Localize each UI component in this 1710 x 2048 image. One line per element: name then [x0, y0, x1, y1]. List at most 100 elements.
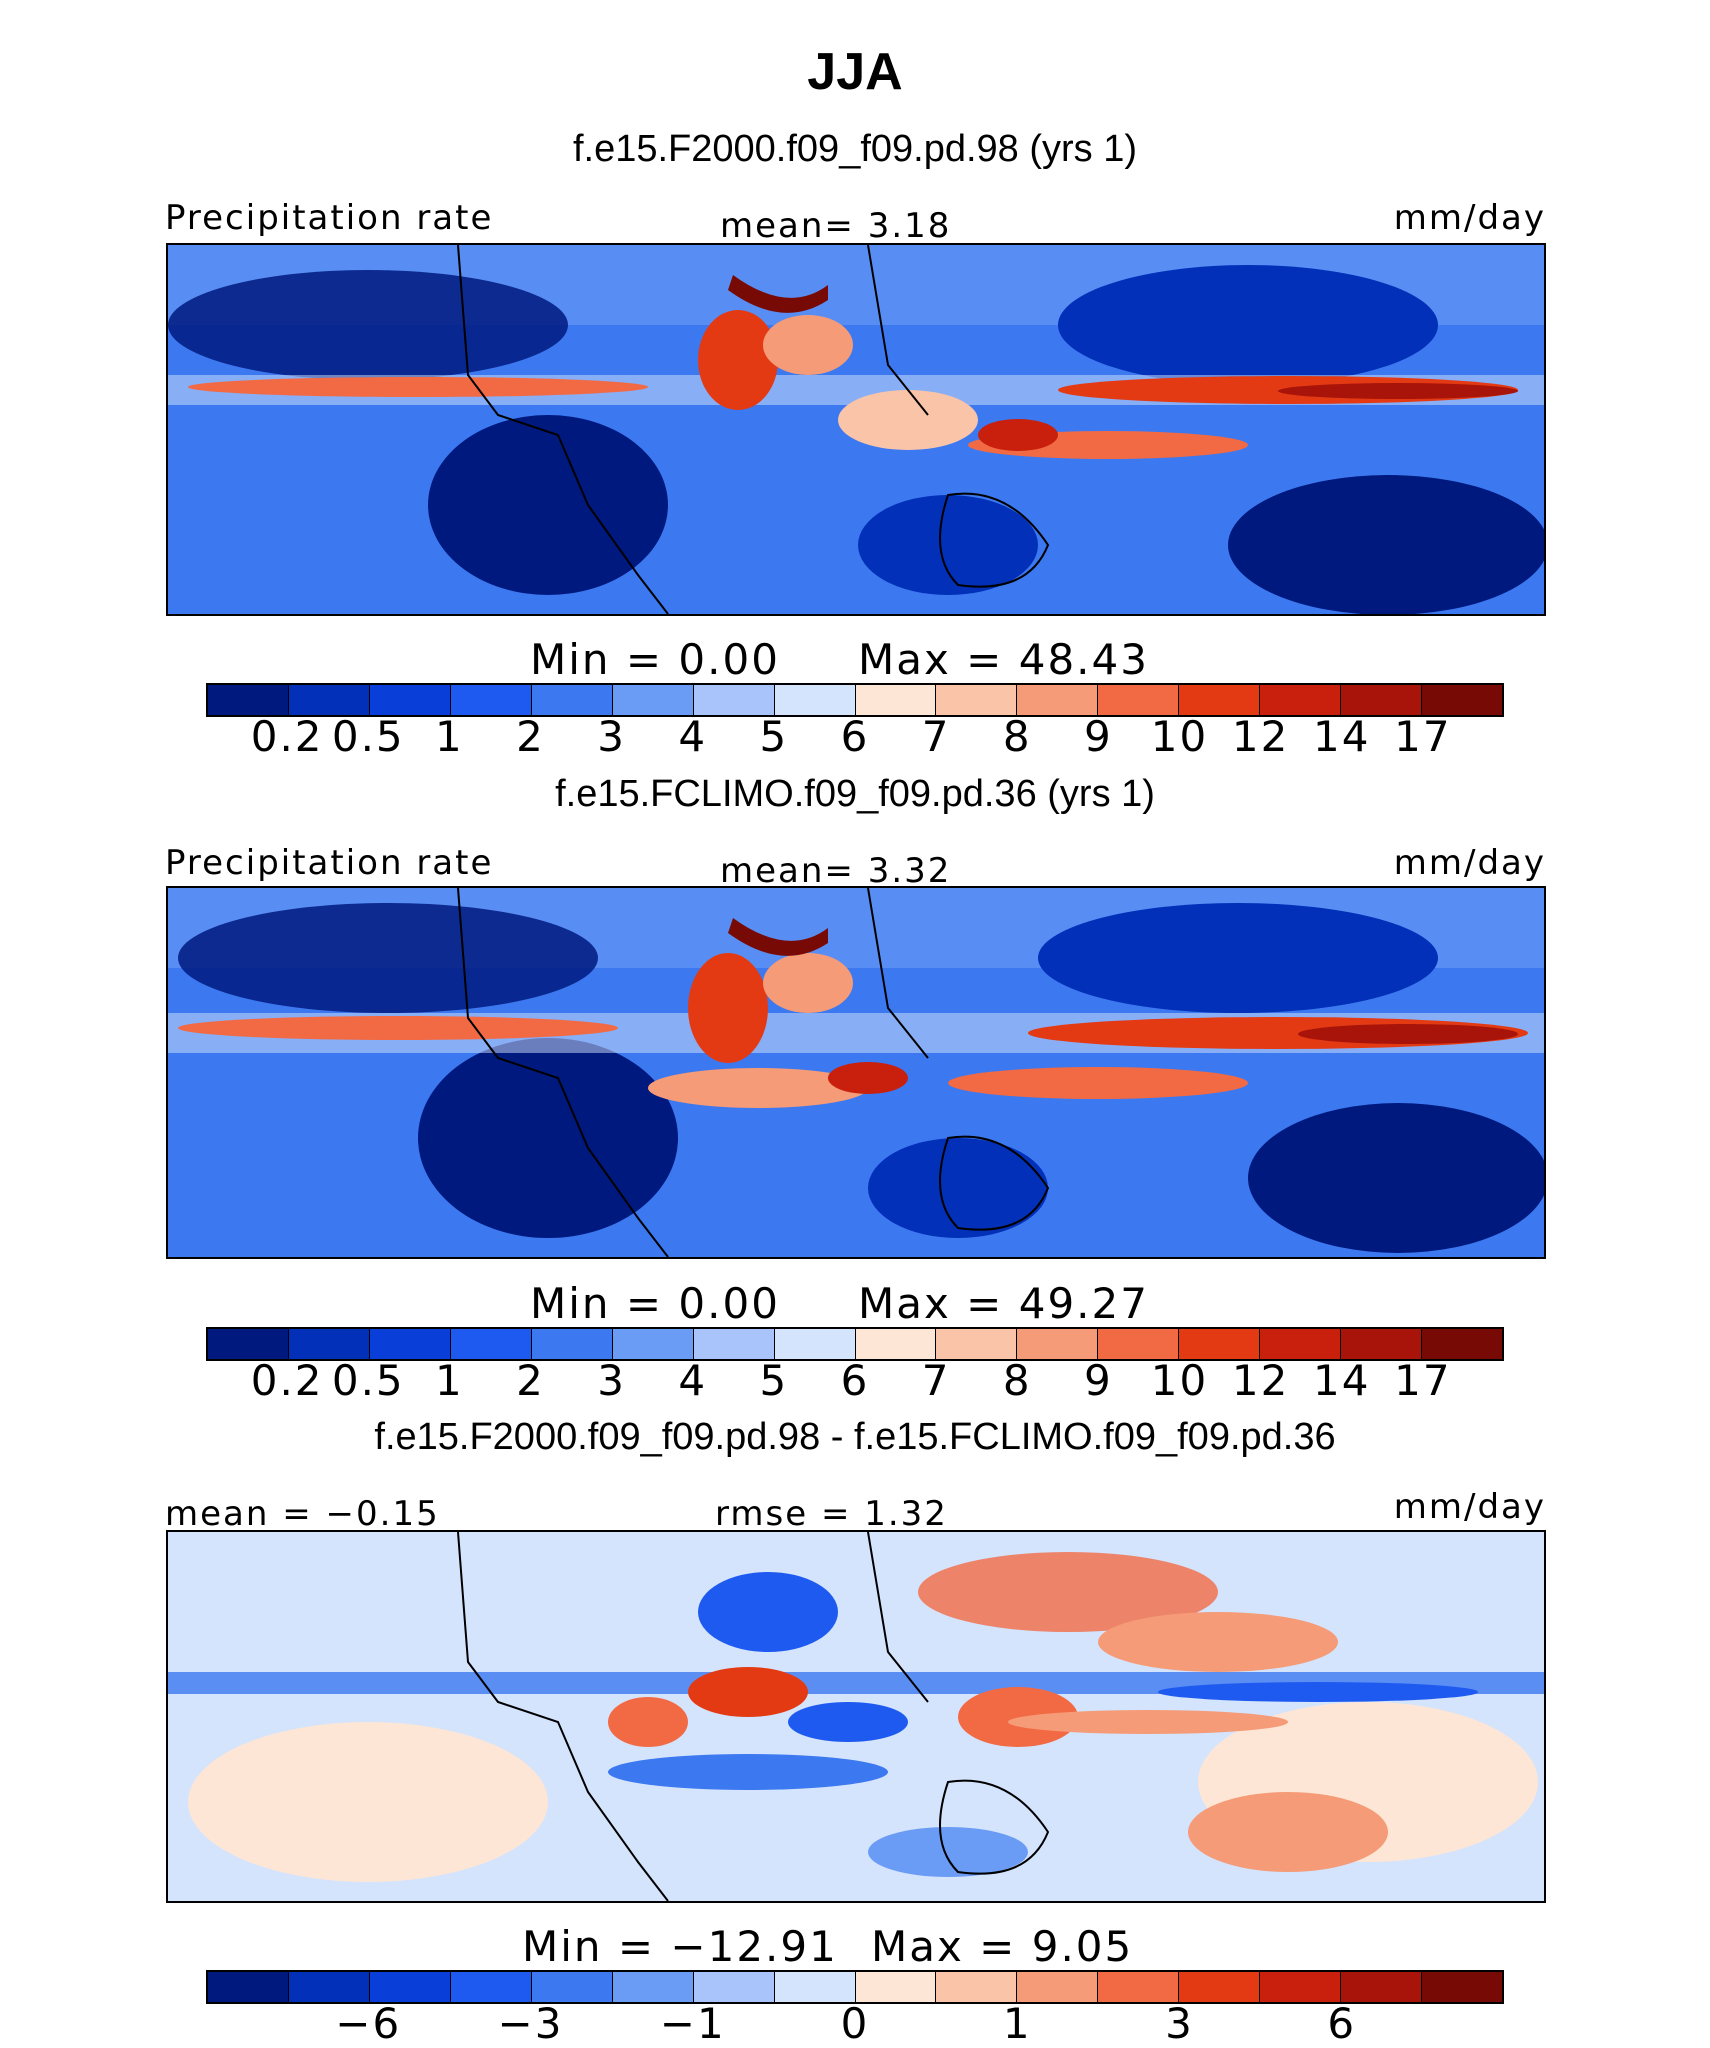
colorbar-swatch: [774, 1329, 856, 1359]
panel1-mean-label: mean= 3.18: [720, 206, 952, 246]
panel3-mean-label: mean = −0.15: [165, 1494, 440, 1534]
colorbar-swatch: [531, 1972, 613, 2002]
colorbar-swatch: [1098, 1329, 1180, 1359]
panel2-max-label: Max = 49.27: [858, 1279, 1149, 1328]
colorbar-swatch: [1260, 685, 1342, 715]
colorbar-tick-label: 0.5: [331, 1356, 405, 1405]
panel3-colorbar-ticks: −6 −3 −1 0 1 3 6: [206, 1999, 1504, 2048]
colorbar-swatch: [450, 685, 532, 715]
colorbar-swatch: [1098, 685, 1180, 715]
colorbar-swatch: [1017, 1329, 1099, 1359]
colorbar-tick-label: 9: [1084, 1356, 1113, 1405]
colorbar-tick-label: −6: [335, 1999, 402, 2048]
panel3-colorbar: [206, 1970, 1504, 2004]
panel3-case-title: f.e15.F2000.f09_f09.pd.98 - f.e15.FCLIMO…: [374, 1416, 1336, 1458]
colorbar-swatch: [1341, 685, 1423, 715]
colorbar-tick-label: 4: [678, 712, 708, 761]
colorbar-swatch: [1260, 1972, 1342, 2002]
colorbar-swatch: [855, 1329, 937, 1359]
colorbar-tick-label: 5: [759, 1356, 789, 1405]
colorbar-tick-label: 0.2: [250, 712, 324, 761]
panel3-min-label: Min = −12.91: [522, 1922, 838, 1971]
colorbar-tick-label: 6: [840, 1356, 870, 1405]
colorbar-tick-label: 3: [1165, 1999, 1194, 2048]
colorbar-swatch: [369, 1972, 451, 2002]
colorbar-swatch: [936, 685, 1018, 715]
colorbar-tick-label: 9: [1084, 712, 1113, 761]
panel1-variable-label: Precipitation rate: [165, 198, 494, 238]
panel2-mean-label: mean= 3.32: [720, 851, 952, 891]
colorbar-tick-label: 3: [597, 712, 626, 761]
colorbar-swatch: [369, 1329, 451, 1359]
colorbar-tick-label: −1: [659, 1999, 726, 2048]
colorbar-swatch: [1341, 1972, 1423, 2002]
colorbar-tick-label: 1: [435, 712, 464, 761]
panel1-case-title: f.e15.F2000.f09_f09.pd.98 (yrs 1): [572, 128, 1138, 170]
colorbar-swatch: [855, 1972, 937, 2002]
colorbar-tick-label: 17: [1394, 1356, 1452, 1405]
colorbar-swatch: [1017, 685, 1099, 715]
colorbar-tick-label: 10: [1150, 712, 1209, 761]
colorbar-tick-label: 0: [840, 1999, 870, 2048]
colorbar-swatch: [693, 1972, 775, 2002]
colorbar-tick-label: −3: [497, 1999, 564, 2048]
colorbar-tick-label: 3: [597, 1356, 626, 1405]
colorbar-swatch: [1422, 1329, 1502, 1359]
colorbar-tick-label: 2: [516, 1356, 545, 1405]
colorbar-swatch: [936, 1329, 1018, 1359]
colorbar-swatch: [693, 1329, 775, 1359]
colorbar-swatch: [612, 1329, 694, 1359]
colorbar-tick-label: 7: [921, 1356, 951, 1405]
panel1-colorbar: [206, 683, 1504, 717]
colorbar-swatch: [208, 685, 289, 715]
panel3-rmse-label: rmse = 1.32: [715, 1494, 948, 1534]
colorbar-swatch: [450, 1329, 532, 1359]
panel2-case-title: f.e15.FCLIMO.f09_f09.pd.36 (yrs 1): [555, 773, 1155, 815]
colorbar-swatch: [612, 685, 694, 715]
panel1-units-label: mm/day: [1393, 198, 1546, 238]
colorbar-tick-label: 12: [1231, 712, 1290, 761]
colorbar-tick-label: 4: [678, 1356, 708, 1405]
colorbar-tick-label: 1: [435, 1356, 464, 1405]
panel2-min-label: Min = 0.00: [530, 1279, 780, 1328]
colorbar-swatch: [1017, 1972, 1099, 2002]
colorbar-swatch: [1179, 1972, 1261, 2002]
colorbar-swatch: [693, 685, 775, 715]
colorbar-tick-label: 6: [840, 712, 870, 761]
colorbar-tick-label: 17: [1394, 712, 1452, 761]
colorbar-swatch: [208, 1329, 289, 1359]
colorbar-tick-label: 0.5: [331, 712, 405, 761]
colorbar-swatch: [774, 1972, 856, 2002]
colorbar-swatch: [288, 1329, 370, 1359]
colorbar-tick-label: 7: [921, 712, 951, 761]
panel2-colorbar-ticks: 0.2 0.5 1 2 3 4 5 6 7 8 9 10 12 14 17: [206, 1356, 1504, 1406]
colorbar-swatch: [1179, 685, 1261, 715]
panel3-map: [166, 1530, 1546, 1903]
colorbar-tick-label: 10: [1150, 1356, 1209, 1405]
colorbar-swatch: [369, 685, 451, 715]
colorbar-swatch: [1260, 1329, 1342, 1359]
panel3-units-label: mm/day: [1393, 1487, 1546, 1527]
panel2-variable-label: Precipitation rate: [165, 843, 494, 883]
panel2-colorbar: [206, 1327, 1504, 1361]
colorbar-tick-label: 12: [1231, 1356, 1290, 1405]
colorbar-swatch: [1179, 1329, 1261, 1359]
colorbar-tick-label: 14: [1313, 712, 1371, 761]
panel2-map: [166, 886, 1546, 1259]
colorbar-swatch: [450, 1972, 532, 2002]
colorbar-tick-label: 5: [759, 712, 789, 761]
colorbar-tick-label: 0.2: [250, 1356, 324, 1405]
colorbar-tick-label: 1: [1002, 1999, 1032, 2048]
colorbar-tick-label: 8: [1002, 712, 1032, 761]
colorbar-tick-label: 14: [1313, 1356, 1371, 1405]
colorbar-swatch: [936, 1972, 1018, 2002]
figure-title: JJA: [807, 43, 903, 101]
colorbar-tick-label: 6: [1327, 1999, 1357, 2048]
colorbar-swatch: [1098, 1972, 1180, 2002]
colorbar-swatch: [208, 1972, 289, 2002]
colorbar-swatch: [531, 685, 613, 715]
colorbar-swatch: [612, 1972, 694, 2002]
colorbar-swatch: [1422, 1972, 1502, 2002]
colorbar-tick-label: 2: [516, 712, 545, 761]
colorbar-swatch: [1422, 685, 1502, 715]
